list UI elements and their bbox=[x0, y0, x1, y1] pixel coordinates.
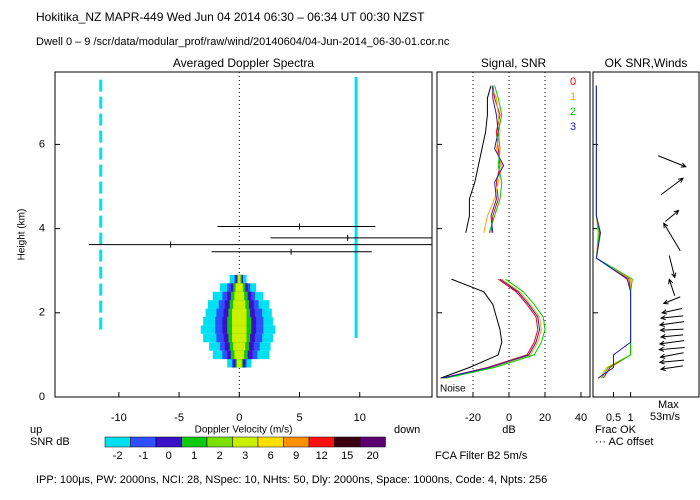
colorbar-cell bbox=[206, 436, 233, 448]
spectrum-cell bbox=[238, 274, 241, 284]
frac-line bbox=[595, 85, 632, 379]
spectrum-cell bbox=[234, 291, 245, 301]
x-axis-label: Frac OK bbox=[595, 424, 637, 436]
y-tick-label: 2 bbox=[39, 307, 45, 319]
annotation: Noise bbox=[440, 384, 466, 395]
x-tick-label: 0 bbox=[236, 412, 242, 424]
x-tick-label: -5 bbox=[174, 412, 184, 424]
x-tick-label: 5 bbox=[296, 412, 302, 424]
y-tick-label: 0 bbox=[39, 391, 45, 403]
max-speed-label: 53m/s bbox=[650, 411, 680, 423]
wind-arrow bbox=[658, 321, 685, 327]
colorbar-cell bbox=[334, 436, 361, 448]
x-tick-label: 40 bbox=[575, 412, 587, 424]
panel-frame bbox=[54, 71, 433, 398]
wind-arrow bbox=[659, 327, 684, 333]
snr-line bbox=[442, 85, 541, 379]
wind-arrow bbox=[668, 255, 677, 279]
colorbar-title: SNR dB bbox=[30, 436, 70, 448]
x-tick-label: 10 bbox=[354, 412, 366, 424]
colorbar-cell bbox=[257, 436, 284, 448]
spectrum-cell bbox=[232, 317, 247, 326]
spectrum-cell bbox=[234, 350, 245, 360]
wind-arrow bbox=[662, 296, 681, 305]
panel-frame bbox=[436, 71, 591, 398]
wind-arrow bbox=[658, 340, 685, 346]
colorbar-label: 9 bbox=[293, 450, 299, 462]
colorbar-label: 15 bbox=[341, 450, 353, 462]
colorbar-cell bbox=[155, 436, 182, 448]
colorbar-cell bbox=[232, 436, 259, 448]
x-tick-label: -20 bbox=[465, 412, 481, 424]
colorbar-cell bbox=[283, 436, 310, 448]
colorbar-label: -1 bbox=[138, 450, 148, 462]
spectrum-cell bbox=[235, 283, 243, 292]
header-line1: Hokitika_NZ MAPR-449 Wed Jun 04 2014 06:… bbox=[36, 10, 425, 24]
x-label-left: up bbox=[30, 424, 42, 436]
panel-frame bbox=[592, 71, 700, 398]
legend-entry: 2 bbox=[570, 106, 576, 118]
spectrum-cell bbox=[232, 333, 247, 343]
wind-arrow bbox=[660, 308, 683, 315]
colorbar-label: 12 bbox=[316, 450, 328, 462]
colorbar-cell bbox=[308, 436, 335, 448]
y-tick-label: 6 bbox=[39, 138, 45, 150]
wind-arrow bbox=[659, 334, 684, 340]
wind-arrow bbox=[659, 365, 684, 372]
x-tick-label: 0.5 bbox=[606, 412, 621, 424]
colorbar-label: 20 bbox=[367, 450, 379, 462]
colorbar-cell bbox=[130, 436, 157, 448]
y-tick-label: 4 bbox=[39, 223, 45, 235]
colorbar-label: 1 bbox=[191, 450, 197, 462]
signal-line bbox=[440, 85, 503, 379]
panel-title: Averaged Doppler Spectra bbox=[173, 56, 315, 70]
wind-arrow bbox=[658, 346, 685, 352]
colorbar-label: 2 bbox=[217, 450, 223, 462]
x-axis-label: Doppler Velocity (m/s) bbox=[195, 425, 293, 436]
wind-arrow bbox=[660, 177, 684, 196]
colorbar-label: 0 bbox=[166, 450, 172, 462]
spectrum-cell bbox=[232, 308, 247, 318]
panel-title: Signal, SNR bbox=[481, 56, 547, 70]
legend-entry: 0 bbox=[570, 76, 576, 88]
wind-arrow bbox=[665, 209, 680, 222]
x-tick-label: 0 bbox=[506, 412, 512, 424]
filter-label: FCA Filter B2 5m/s bbox=[435, 450, 528, 462]
wind-arrow bbox=[668, 278, 676, 296]
colorbar-label: -2 bbox=[113, 450, 123, 462]
spectrum-cell bbox=[232, 325, 247, 334]
x-label-right: down bbox=[394, 424, 420, 436]
header-line2: Dwell 0 – 9 /scr/data/modular_prof/raw/w… bbox=[36, 36, 450, 48]
max-label: Max bbox=[658, 399, 679, 411]
wind-arrow bbox=[658, 155, 687, 168]
y-axis-label: Height (km) bbox=[17, 209, 28, 261]
colorbar-cell bbox=[181, 436, 208, 448]
panel-title: OK SNR,Winds bbox=[605, 56, 688, 70]
wind-arrow bbox=[659, 315, 684, 321]
x-axis-label: dB bbox=[502, 424, 515, 436]
legend-entry: 3 bbox=[570, 121, 576, 133]
spectrum-cell bbox=[233, 300, 246, 309]
colorbar-label: 6 bbox=[268, 450, 274, 462]
footer: IPP: 100μs, PW: 2000ns, NCI: 28, NSpec: … bbox=[36, 474, 547, 486]
spectrum-cell bbox=[233, 342, 246, 351]
legend-entry: 1 bbox=[570, 91, 576, 103]
colorbar-cell bbox=[104, 436, 131, 448]
colorbar-label: 3 bbox=[242, 450, 248, 462]
wind-arrow bbox=[659, 352, 684, 359]
colorbar-cell bbox=[359, 436, 386, 448]
x-tick-label: 20 bbox=[539, 412, 551, 424]
wind-arrow bbox=[663, 222, 681, 252]
wind-arrow bbox=[658, 359, 685, 365]
x-tick-label: -10 bbox=[111, 412, 127, 424]
spectrum-cell bbox=[236, 359, 242, 368]
note: ··· AC offset bbox=[595, 436, 653, 448]
x-tick-label: 1 bbox=[628, 412, 634, 424]
